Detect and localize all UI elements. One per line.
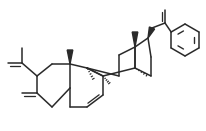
Polygon shape: [132, 32, 138, 47]
Polygon shape: [67, 50, 73, 64]
Polygon shape: [148, 27, 154, 38]
